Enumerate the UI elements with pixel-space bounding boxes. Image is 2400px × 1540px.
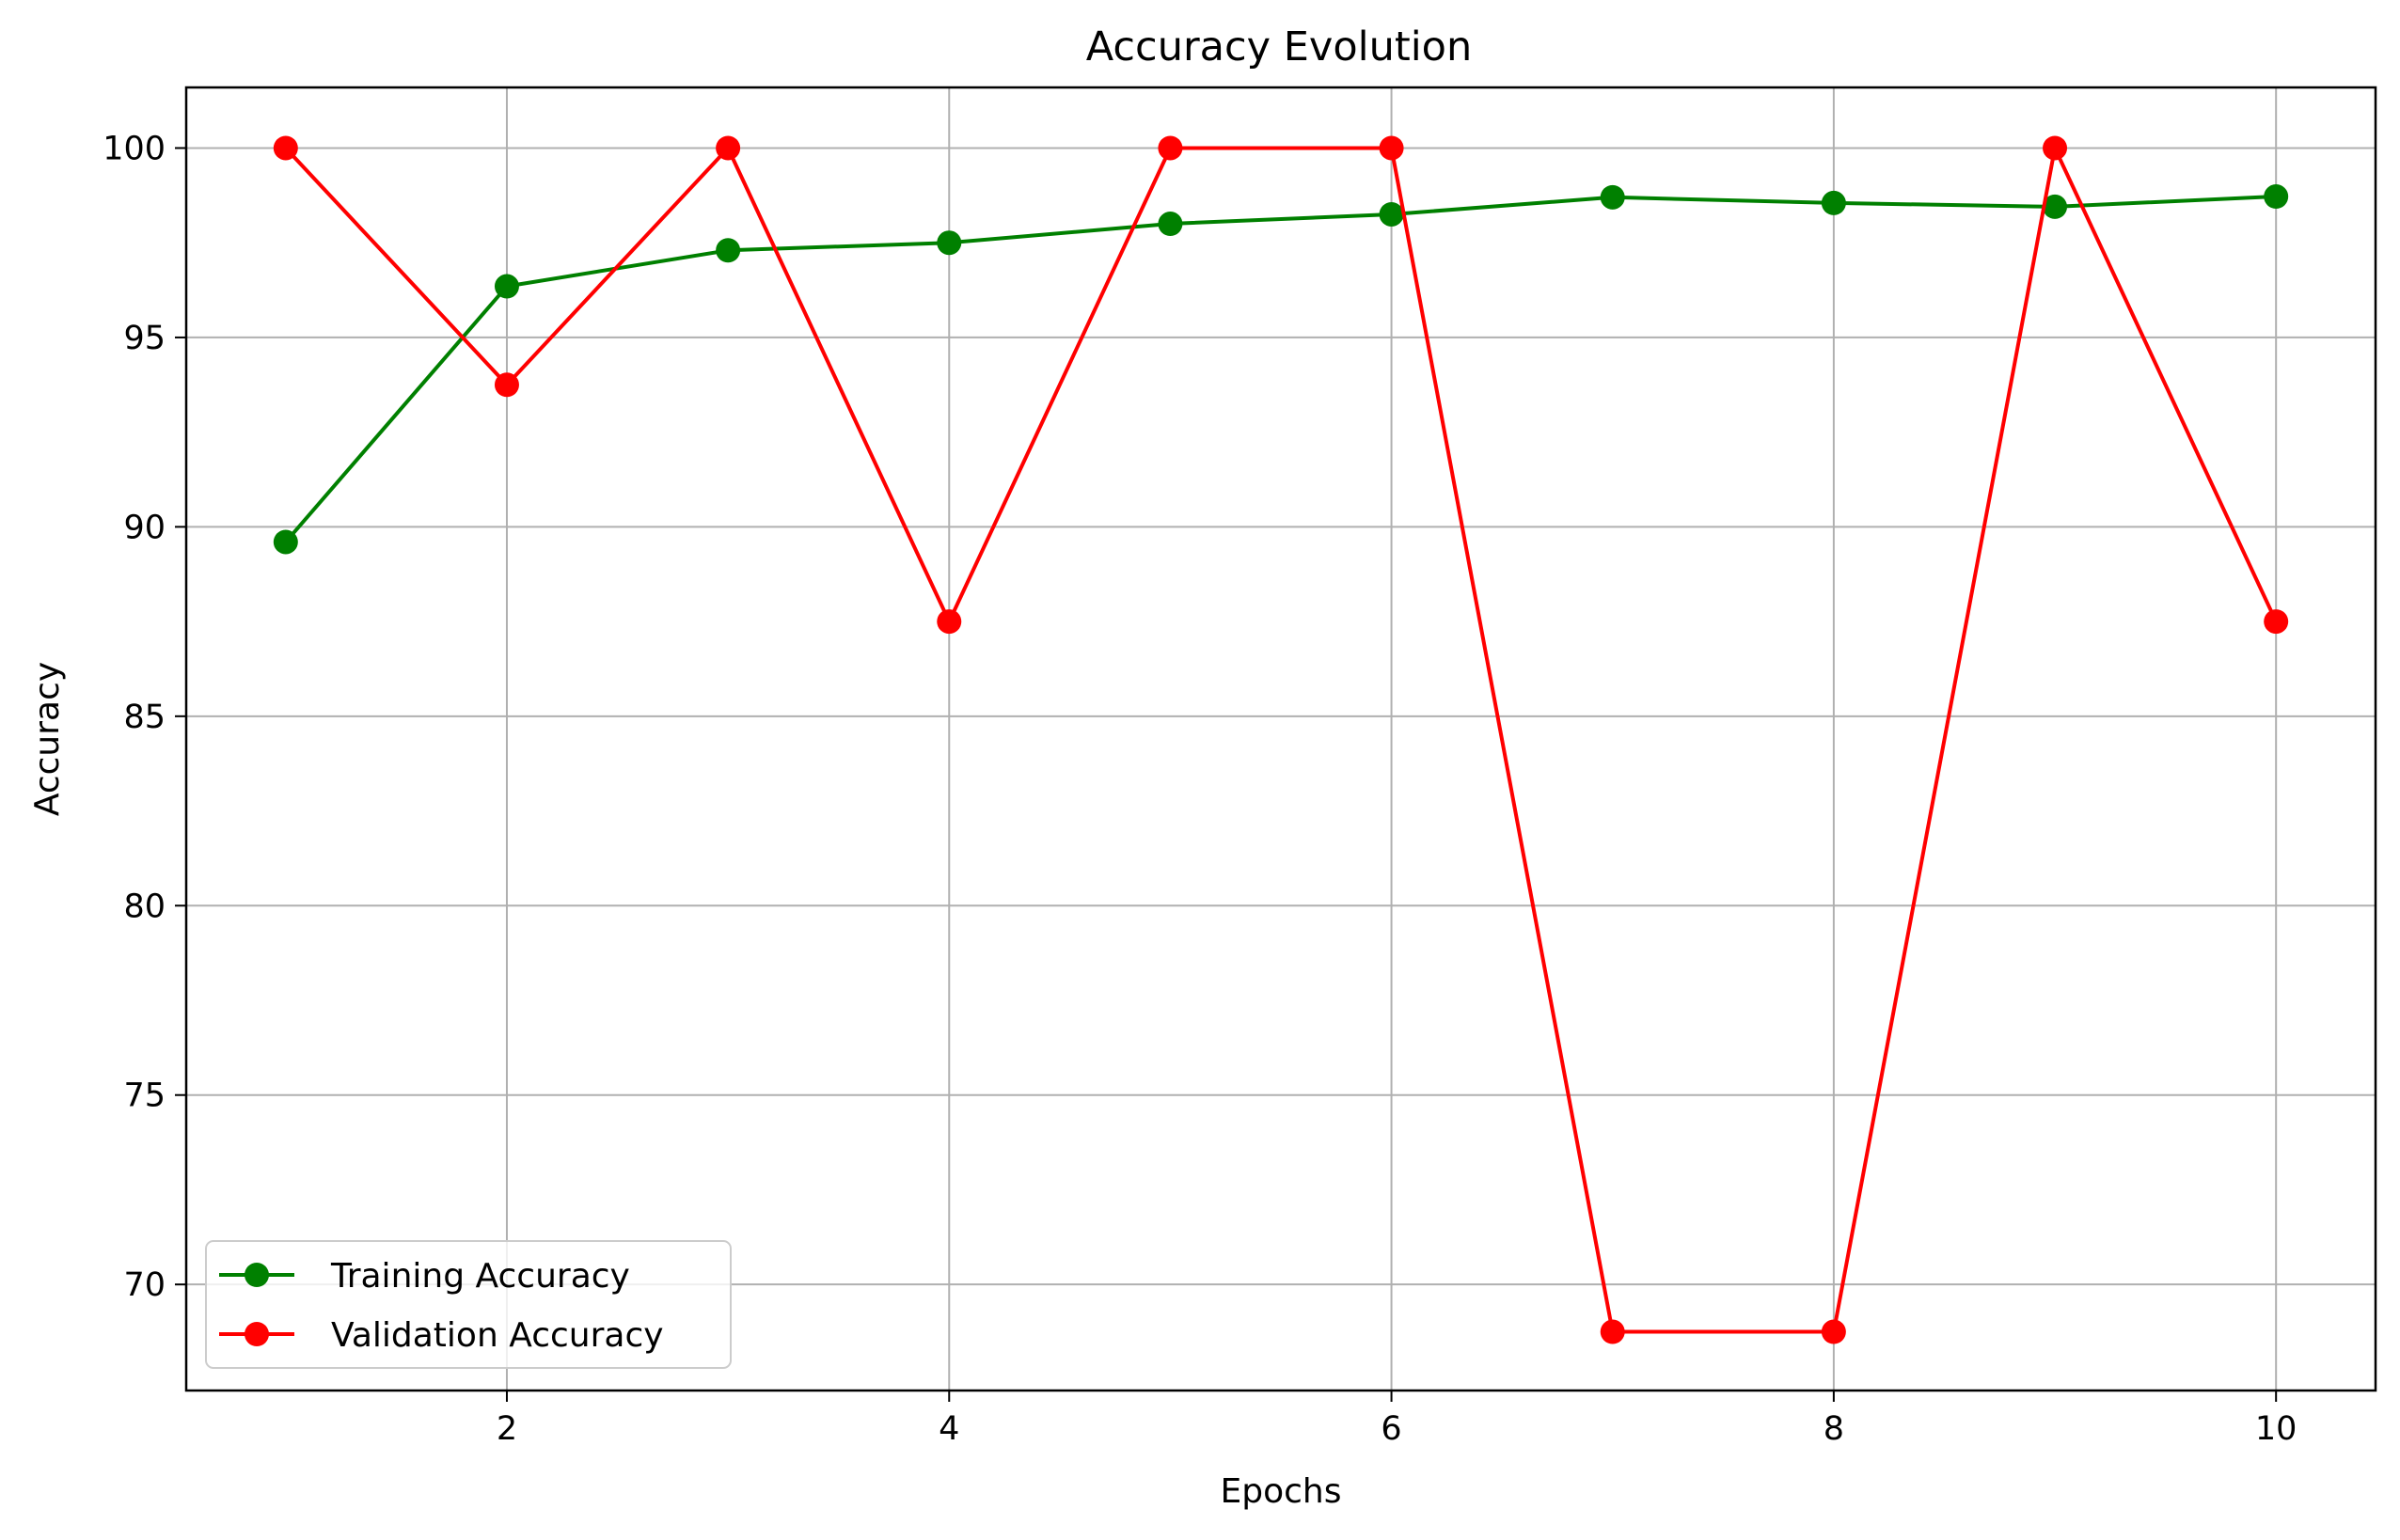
data-point-training-accuracy bbox=[716, 238, 741, 263]
legend-box bbox=[205, 1240, 732, 1369]
y-tick-label: 95 bbox=[123, 320, 166, 357]
x-tick-label: 2 bbox=[497, 1410, 517, 1448]
y-tick-label: 75 bbox=[123, 1077, 166, 1115]
data-point-validation-accuracy bbox=[1158, 135, 1183, 161]
data-point-training-accuracy bbox=[494, 274, 519, 299]
data-point-training-accuracy bbox=[2043, 194, 2068, 219]
legend-marker-validation bbox=[245, 1322, 269, 1346]
y-tick-label: 90 bbox=[123, 509, 166, 546]
legend-label-validation: Validation Accuracy bbox=[331, 1316, 664, 1355]
y-tick-label: 100 bbox=[103, 130, 166, 167]
data-point-training-accuracy bbox=[1600, 184, 1625, 210]
grid-lines bbox=[186, 87, 2376, 1391]
series-line-validation-accuracy bbox=[284, 146, 2279, 1334]
chart-title: Accuracy Evolution bbox=[1086, 24, 1472, 71]
data-point-validation-accuracy bbox=[1821, 1319, 1846, 1344]
y-axis-label: Accuracy bbox=[28, 662, 67, 816]
x-tick-label: 6 bbox=[1381, 1410, 1401, 1448]
data-point-validation-accuracy bbox=[1379, 135, 1404, 161]
data-point-training-accuracy bbox=[1379, 201, 1404, 227]
y-tick-label: 70 bbox=[123, 1266, 166, 1304]
series-layer bbox=[273, 135, 2289, 1344]
y-tick-label: 85 bbox=[123, 699, 166, 736]
data-point-training-accuracy bbox=[1158, 212, 1183, 237]
x-axis-label: Epochs bbox=[1221, 1472, 1342, 1511]
data-point-training-accuracy bbox=[937, 230, 962, 256]
data-point-validation-accuracy bbox=[2043, 135, 2068, 161]
data-point-validation-accuracy bbox=[494, 372, 519, 398]
legend-marker-training bbox=[245, 1263, 269, 1287]
data-point-validation-accuracy bbox=[1600, 1319, 1625, 1344]
x-tick-label: 10 bbox=[2255, 1410, 2297, 1448]
plot-area-frame bbox=[184, 86, 2377, 1392]
data-point-training-accuracy bbox=[1821, 190, 1846, 215]
data-point-validation-accuracy bbox=[273, 135, 298, 161]
data-point-validation-accuracy bbox=[937, 609, 962, 635]
data-point-training-accuracy bbox=[2264, 184, 2289, 210]
y-tick-label: 80 bbox=[123, 888, 166, 925]
x-tick-label: 8 bbox=[1824, 1410, 1844, 1448]
data-point-training-accuracy bbox=[273, 529, 298, 555]
x-tick-label: 4 bbox=[939, 1410, 959, 1448]
data-point-validation-accuracy bbox=[2264, 609, 2289, 635]
legend-label-training: Training Accuracy bbox=[330, 1257, 630, 1296]
legend: Training Accuracy Validation Accuracy bbox=[205, 1240, 732, 1369]
axis-ticks: 2 4 6 8 10 70 75 80 85 90 95 100 bbox=[103, 130, 2297, 1448]
data-point-validation-accuracy bbox=[716, 135, 741, 161]
